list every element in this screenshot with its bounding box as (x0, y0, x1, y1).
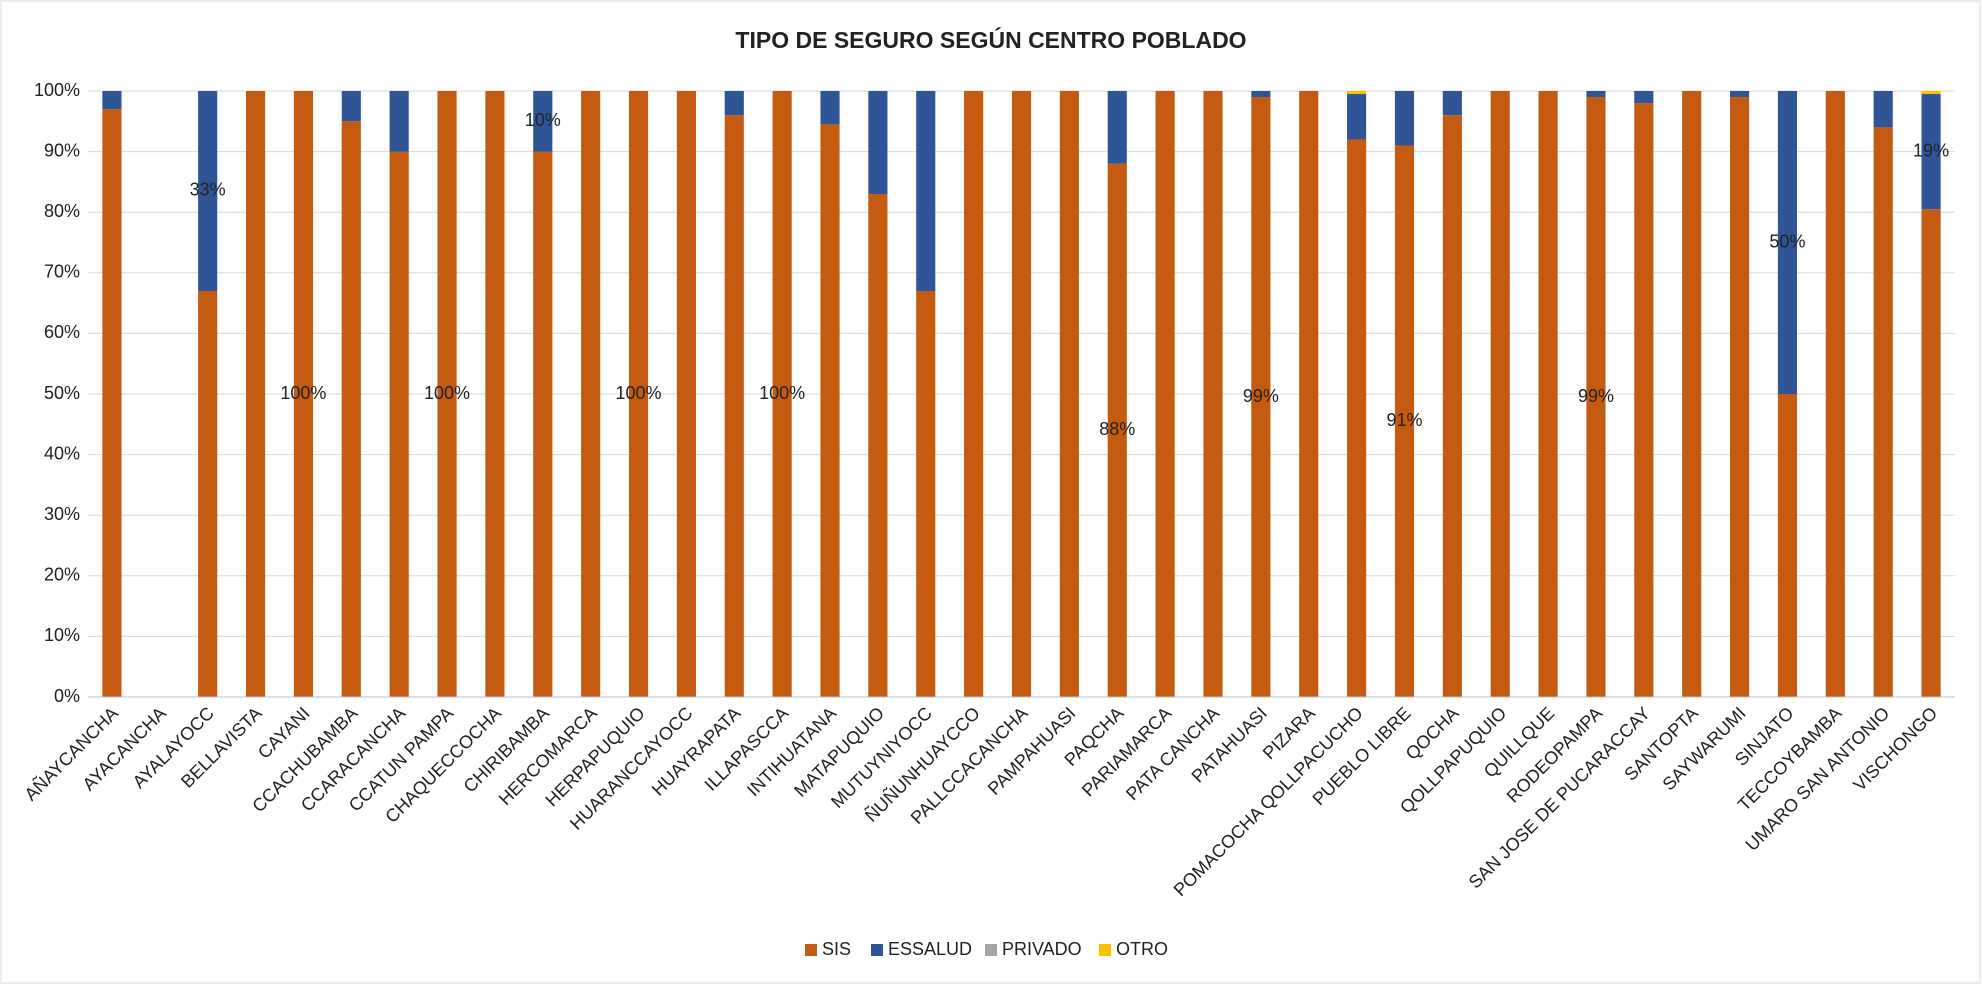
chart-title: TIPO DE SEGURO SEGÚN CENTRO POBLADO (735, 26, 1246, 53)
bar-segment (1730, 97, 1750, 697)
bar-segment (1634, 91, 1654, 104)
bar-segment (1107, 163, 1127, 698)
bar-segment (1442, 91, 1462, 116)
bar-segment (1347, 139, 1367, 698)
y-tick-label: 100% (34, 80, 80, 100)
data-label: 33% (190, 180, 226, 200)
data-label: 100% (759, 383, 805, 403)
bar-segment (724, 115, 744, 698)
bar-segment (1059, 91, 1079, 697)
bar-segment (1394, 91, 1415, 146)
bar-segment (293, 91, 313, 697)
bar-segment (628, 91, 649, 697)
bar-segment (1825, 91, 1845, 697)
bar-segment (198, 290, 218, 697)
bar-segment (1921, 91, 1941, 95)
bar-segment (102, 109, 122, 698)
bar-segment (1682, 91, 1702, 697)
data-label: 10% (525, 110, 561, 130)
data-label: 100% (616, 383, 662, 403)
bar-segment (533, 151, 553, 698)
y-tick-label: 10% (44, 625, 80, 645)
bar-segment (1921, 209, 1941, 698)
legend-label: SIS (822, 939, 851, 959)
y-tick-label: 20% (44, 565, 80, 585)
bar-segment (1011, 91, 1032, 697)
bar-segment (916, 290, 936, 697)
y-tick-label: 50% (44, 383, 80, 403)
bar-segment (1634, 103, 1654, 698)
bar-segment (1777, 394, 1798, 697)
legend-label: PRIVADO (1002, 939, 1082, 959)
bar-segment (1586, 91, 1606, 98)
bar-segment (1730, 91, 1750, 98)
bar-segment (1538, 91, 1558, 697)
bar-segment (724, 91, 744, 116)
y-tick-label: 0% (54, 686, 80, 706)
bar-segment (485, 91, 505, 697)
data-label: 100% (280, 383, 326, 403)
bar-segment (1251, 97, 1271, 697)
y-tick-label: 90% (44, 140, 80, 160)
bar-segment (1347, 94, 1367, 140)
bar-segment (245, 91, 266, 697)
bar-segment (1203, 91, 1223, 697)
bar-segment (1107, 91, 1127, 164)
bar-segment (1394, 145, 1415, 698)
bar-segment (868, 91, 888, 195)
bar-segment (1347, 91, 1367, 95)
bar-segment (341, 91, 361, 122)
bar-segment (1873, 127, 1893, 698)
data-label: 88% (1099, 419, 1135, 439)
data-label: 19% (1913, 140, 1949, 160)
bar-segment (820, 91, 840, 125)
legend-swatch (805, 944, 817, 956)
y-tick-label: 60% (44, 322, 80, 342)
bar-segment (389, 91, 409, 152)
data-label: 99% (1243, 386, 1279, 406)
bar-segment (389, 151, 409, 698)
bar-segment (1777, 91, 1798, 394)
bar-segment (1490, 91, 1510, 697)
bar-segment (1155, 91, 1175, 697)
y-tick-label: 30% (44, 504, 80, 524)
y-tick-label: 40% (44, 443, 80, 463)
legend-label: OTRO (1116, 939, 1168, 959)
bar-segment (437, 91, 457, 697)
bar-segment (341, 121, 361, 698)
bar-segment (581, 91, 601, 697)
data-label: 91% (1386, 410, 1422, 430)
bar-segment (676, 91, 696, 697)
bar-segment (772, 91, 792, 697)
legend-swatch (1099, 944, 1111, 956)
y-tick-label: 80% (44, 201, 80, 221)
legend-swatch (985, 944, 997, 956)
bar-segment (820, 124, 840, 697)
bar-segment (102, 91, 122, 110)
bar-segment (868, 194, 888, 697)
data-label: 99% (1578, 386, 1614, 406)
bar-segment (1873, 91, 1893, 128)
bar-segment (1442, 115, 1462, 698)
y-tick-label: 70% (44, 262, 80, 282)
bar-segment (198, 91, 218, 291)
data-label: 100% (424, 383, 470, 403)
bar-segment (533, 91, 553, 152)
bar-segment (1921, 94, 1941, 210)
legend-label: ESSALUD (888, 939, 972, 959)
data-label: 50% (1769, 231, 1805, 251)
bar-segment (1299, 91, 1319, 697)
legend-swatch (871, 944, 883, 956)
bar-segment (1251, 91, 1271, 98)
bar-segment (916, 91, 936, 291)
bar-segment (964, 91, 984, 697)
bar-segment (1586, 97, 1606, 697)
